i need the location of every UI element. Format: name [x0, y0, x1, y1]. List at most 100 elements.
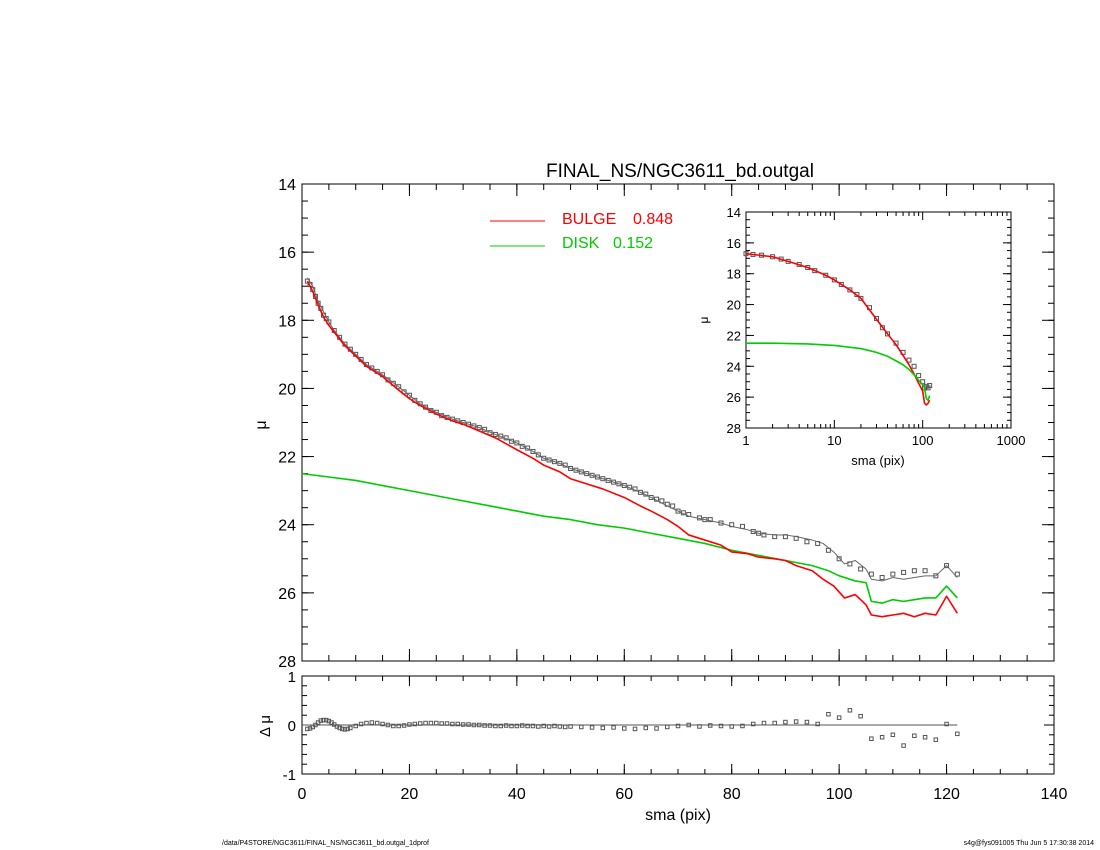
inset-data-point — [911, 363, 917, 369]
residual-data-point — [562, 724, 568, 730]
residual-data-point — [323, 717, 329, 723]
residual-data-point — [444, 721, 450, 726]
residual-data-point — [493, 723, 498, 729]
main-data-point — [616, 481, 622, 487]
main-data-point — [922, 568, 928, 574]
residual-data-point — [471, 722, 477, 728]
main-data-point — [750, 529, 756, 535]
main-data-point — [858, 566, 864, 572]
main-y-tick-label: 28 — [278, 654, 296, 671]
main-data-point — [675, 508, 681, 514]
residual-data-point — [498, 723, 503, 729]
chart-title: FINAL_NS/NGC3611_bd.outgal — [546, 161, 814, 182]
main-data-point — [707, 517, 713, 523]
residual-data-point — [358, 721, 364, 727]
residual-x-tick-label: 120 — [933, 786, 960, 803]
legend: BULGE 0.848 DISK 0.152 — [490, 211, 673, 252]
residual-data-point — [434, 720, 439, 726]
residual-x-tick-label: 0 — [298, 786, 307, 803]
main-data-point — [605, 477, 611, 483]
residual-data-point — [793, 719, 799, 724]
residual-data-point — [364, 720, 369, 726]
inset-data-point — [831, 277, 837, 283]
residual-data-point — [477, 722, 482, 728]
residual-data-point — [858, 713, 863, 719]
inset-y-tick-label: 14 — [727, 205, 741, 220]
inset-data-point — [838, 282, 844, 288]
residual-data-point — [519, 723, 525, 728]
inset-data-point — [916, 373, 922, 379]
main-data-point — [514, 440, 520, 446]
residual-data-point — [369, 720, 375, 725]
residual-data-point — [541, 723, 546, 729]
residual-y-tick-label: 1 — [288, 669, 296, 686]
residual-data-point — [686, 722, 691, 728]
residual-data-point — [654, 726, 659, 731]
residual-data-point — [337, 725, 342, 731]
main-data-point — [868, 571, 874, 577]
residual-data-point — [546, 724, 552, 729]
main-panel: FINAL_NS/NGC3611_bd.outgal 14 16 18 20 22 24 2… — [253, 161, 1055, 671]
residual-data-point — [675, 723, 681, 729]
residual-data-point — [568, 724, 573, 729]
residual-data-point — [836, 715, 842, 720]
residual-data-point — [380, 721, 385, 727]
residual-data-point — [750, 721, 756, 727]
main-axis-ticks — [301, 183, 1055, 662]
residual-axis-tick-labels: 0 20 40 60 80 100 120 140-101 — [283, 669, 1068, 803]
residual-data-point — [412, 721, 418, 727]
residual-data-point — [761, 720, 767, 726]
main-data-point — [911, 568, 917, 574]
inset-x-tick-label: 1 — [742, 433, 749, 448]
residual-data-point — [589, 725, 595, 730]
inset-data-point — [885, 331, 891, 337]
main-y-tick-label: 14 — [278, 177, 296, 194]
residual-data-point — [439, 721, 444, 726]
residual-data-point — [428, 720, 434, 726]
residual-data-point — [509, 723, 514, 729]
residual-data-point — [450, 721, 455, 727]
residual-data-point — [552, 723, 557, 729]
legend-bulge-value: 0.848 — [633, 211, 673, 228]
residual-data-point — [313, 722, 318, 728]
inset-x-tick-label: 10 — [827, 433, 841, 448]
residual-data-point — [557, 724, 563, 729]
footer-timestamp: s4g@fys091005 Thu Jun 5 17:30:38 2014 — [963, 840, 1094, 847]
main-data-point — [954, 571, 960, 577]
footer-file-path: /data/P4STORE/NGC3611/FINAL_NS/NGC3611_b… — [222, 840, 430, 847]
inset-bulge-line — [745, 252, 931, 406]
residual-data-point — [482, 723, 487, 728]
residual-x-tick-label: 140 — [1041, 786, 1068, 803]
residual-data-point — [718, 723, 724, 729]
residual-data-point — [804, 719, 810, 725]
residual-y-tick-label: -1 — [283, 767, 296, 784]
residual-data-point — [772, 720, 777, 726]
residual-data-point — [890, 732, 896, 738]
inset-data-point — [879, 325, 885, 331]
residual-data-point — [783, 719, 788, 725]
main-data-point — [396, 384, 402, 390]
main-data-point — [901, 569, 907, 575]
residual-data-point — [423, 720, 428, 726]
main-data-point — [621, 483, 627, 489]
main-data-point — [557, 460, 563, 466]
main-data-point — [611, 479, 617, 485]
main-data-point — [584, 471, 590, 477]
residual-data-point — [622, 726, 627, 731]
residual-data-point — [530, 723, 536, 729]
main-bulge-line — [306, 280, 958, 618]
main-y-tick-label: 24 — [278, 518, 296, 535]
main-data-point — [836, 556, 842, 562]
inset-y-tick-label: 16 — [727, 236, 741, 251]
residual-data-point — [407, 722, 412, 727]
main-data-point — [535, 452, 541, 458]
residual-data-point — [632, 726, 638, 732]
residual-data-point — [305, 726, 310, 732]
residual-data-point — [707, 723, 713, 728]
main-y-tick-label: 20 — [278, 381, 296, 398]
main-data-point — [600, 476, 606, 482]
residual-data-point — [525, 723, 530, 729]
residual-data-point — [955, 731, 960, 737]
residual-data-point — [318, 718, 324, 723]
